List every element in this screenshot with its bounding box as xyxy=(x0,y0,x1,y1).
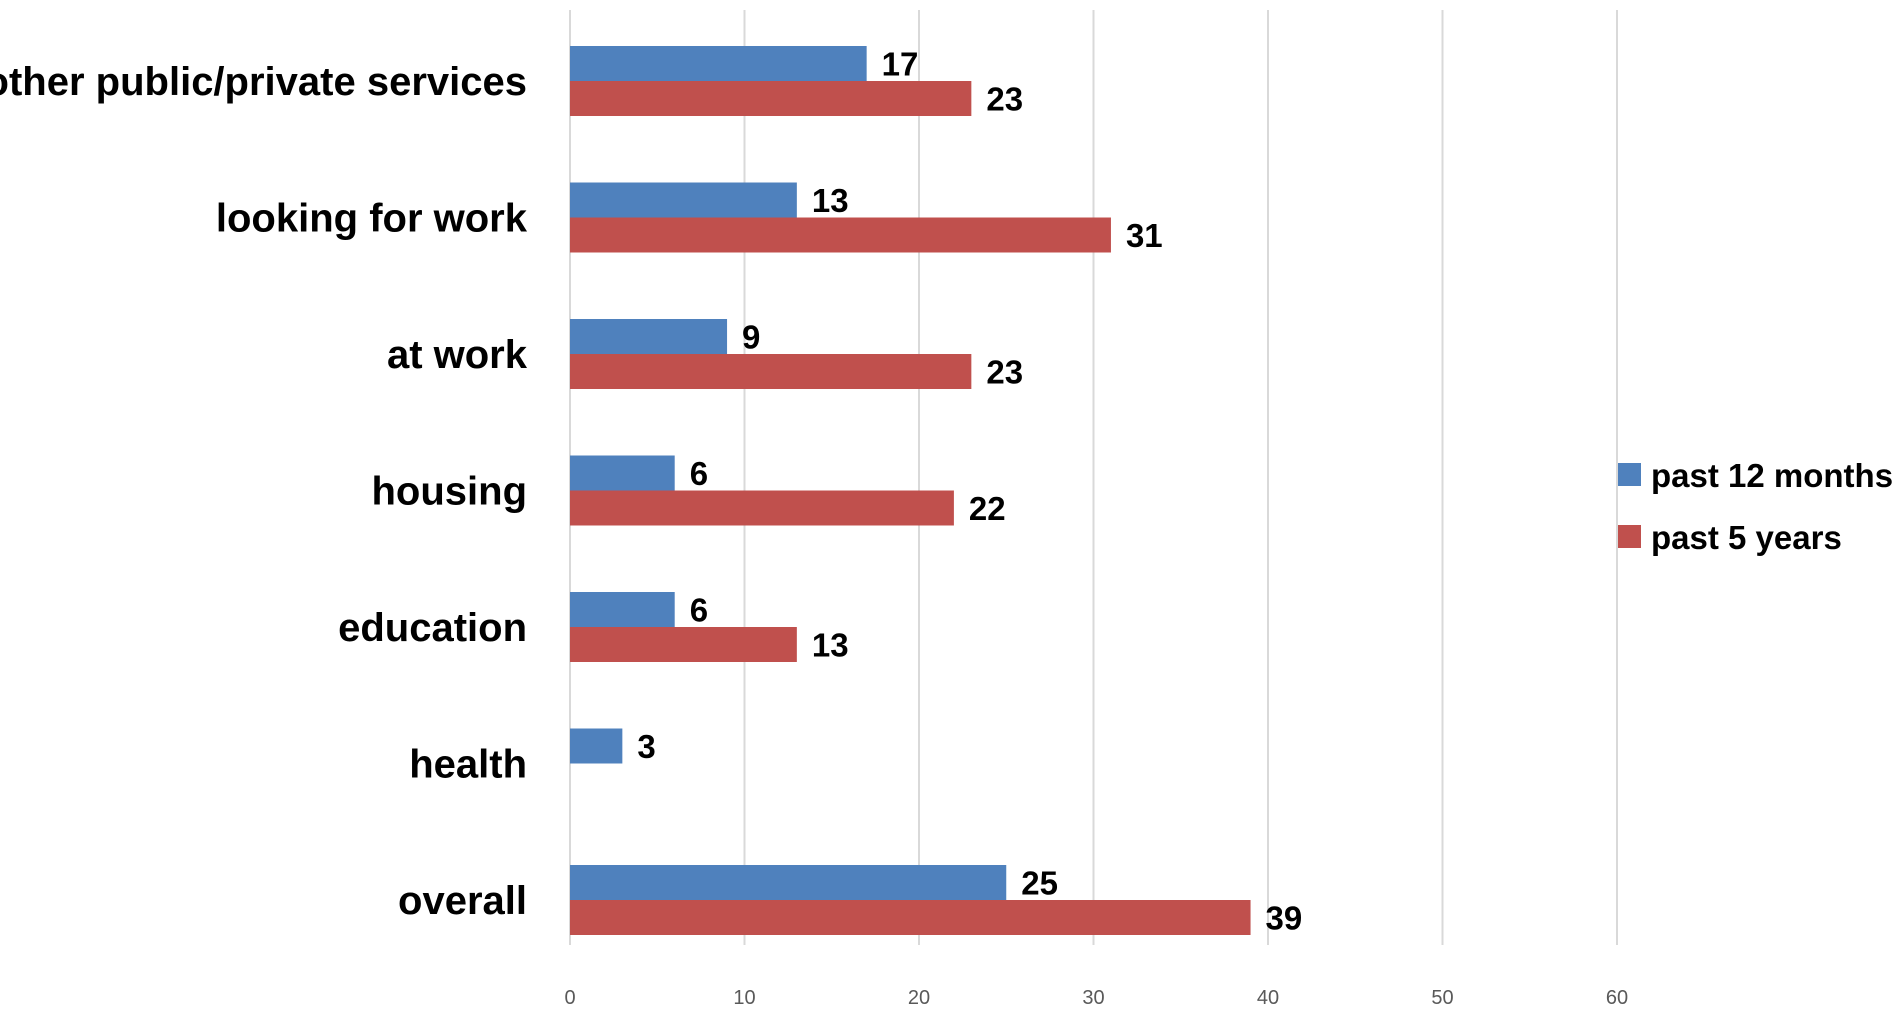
data-label: 25 xyxy=(1021,865,1058,902)
data-label: 6 xyxy=(690,592,708,629)
category-label: education xyxy=(338,606,527,650)
legend-label: past 5 years xyxy=(1651,519,1842,556)
data-label: 31 xyxy=(1126,217,1163,254)
data-label: 3 xyxy=(637,728,655,765)
data-label: 17 xyxy=(882,46,919,83)
bar-past-5-years xyxy=(570,354,972,389)
bar-past-12-months xyxy=(570,182,797,218)
x-tick-label: 50 xyxy=(1431,987,1453,1009)
x-tick-label: 0 xyxy=(564,987,575,1009)
bar-past-5-years xyxy=(570,217,1111,253)
bar-past-12-months xyxy=(570,46,867,81)
legend-label: past 12 months xyxy=(1651,457,1893,494)
bar-past-5-years xyxy=(570,627,797,662)
category-label: overall xyxy=(398,879,527,923)
category-label: health xyxy=(409,743,527,787)
bar-past-5-years xyxy=(570,490,954,526)
data-label: 39 xyxy=(1266,900,1303,937)
x-tick-label: 60 xyxy=(1606,987,1628,1009)
bar-past-5-years xyxy=(570,81,972,116)
bar-past-12-months xyxy=(570,592,675,627)
x-tick-label: 20 xyxy=(908,987,930,1009)
data-label: 6 xyxy=(690,455,708,492)
category-label: other public/private services xyxy=(0,60,527,104)
bar-past-12-months xyxy=(570,728,623,764)
legend-swatch xyxy=(1618,463,1641,486)
x-tick-label: 30 xyxy=(1082,987,1104,1009)
data-label: 9 xyxy=(742,319,760,356)
category-label: housing xyxy=(371,470,527,514)
data-label: 23 xyxy=(986,354,1023,391)
data-label: 13 xyxy=(812,627,849,664)
category-label: at work xyxy=(387,333,528,377)
x-tick-label: 10 xyxy=(733,987,755,1009)
bar-past-12-months xyxy=(570,455,675,491)
legend-swatch xyxy=(1618,525,1641,548)
data-label: 23 xyxy=(986,81,1023,118)
bar-past-12-months xyxy=(570,319,728,354)
bar-past-5-years xyxy=(570,900,1251,935)
data-label: 22 xyxy=(969,490,1006,527)
x-tick-label: 40 xyxy=(1257,987,1279,1009)
data-label: 13 xyxy=(812,182,849,219)
bar-past-12-months xyxy=(570,865,1007,900)
category-label: looking for work xyxy=(216,197,528,241)
